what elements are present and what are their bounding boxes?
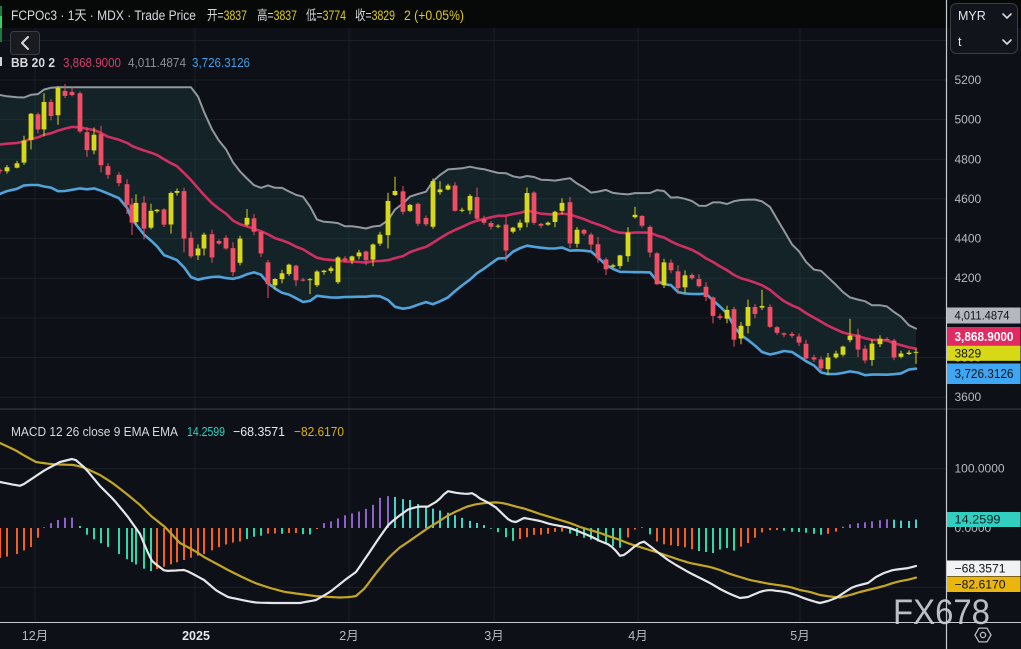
svg-text:4,011.4874: 4,011.4874 [955,309,1010,323]
svg-text:BB 20 2: BB 20 2 [11,55,55,70]
svg-text:−82.6170: −82.6170 [955,578,1006,592]
svg-text:4800: 4800 [955,152,982,166]
svg-text:2025: 2025 [182,629,210,643]
svg-text:100.0000: 100.0000 [955,462,1005,476]
svg-text:FCPOc3 · 1天 · MDX · Trade Pric: FCPOc3 · 1天 · MDX · Trade Price [11,8,196,23]
svg-text:−68.3571: −68.3571 [955,562,1006,576]
svg-text:4200: 4200 [955,271,982,285]
svg-text:3月: 3月 [484,629,503,643]
svg-text:MACD 12 26 close 9 EMA EMA: MACD 12 26 close 9 EMA EMA [11,424,178,439]
svg-text:4400: 4400 [955,232,982,246]
svg-text:2月: 2月 [339,629,358,643]
svg-text:5200: 5200 [955,73,982,87]
svg-text:3,726.3126: 3,726.3126 [192,55,250,70]
svg-text:4600: 4600 [955,192,982,206]
svg-text:3,868.9000: 3,868.9000 [63,55,121,70]
svg-text:开=3837: 开=3837 [207,8,247,23]
svg-text:5月: 5月 [790,629,809,643]
svg-text:3,868.9000: 3,868.9000 [955,329,1014,344]
svg-text:14.2599: 14.2599 [187,424,225,439]
svg-text:5000: 5000 [955,113,982,127]
svg-text:FX678: FX678 [893,593,990,632]
svg-text:14.2599: 14.2599 [955,513,1001,527]
svg-text:3,726.3126: 3,726.3126 [955,366,1014,381]
svg-text:2 (+0.05%): 2 (+0.05%) [404,8,464,23]
svg-text:收=3829: 收=3829 [355,8,395,23]
svg-text:12月: 12月 [22,629,48,643]
svg-text:−68.3571: −68.3571 [233,424,285,439]
svg-text:3600: 3600 [955,390,982,404]
svg-text:t: t [958,35,962,49]
svg-text:4月: 4月 [628,629,647,643]
svg-text:MYR: MYR [958,9,986,23]
svg-text:3829: 3829 [955,347,982,361]
svg-text:4,011.4874: 4,011.4874 [128,55,186,70]
svg-text:−82.6170: −82.6170 [294,424,344,439]
svg-text:高=3837: 高=3837 [257,7,297,23]
svg-text:低=3774: 低=3774 [306,8,346,23]
